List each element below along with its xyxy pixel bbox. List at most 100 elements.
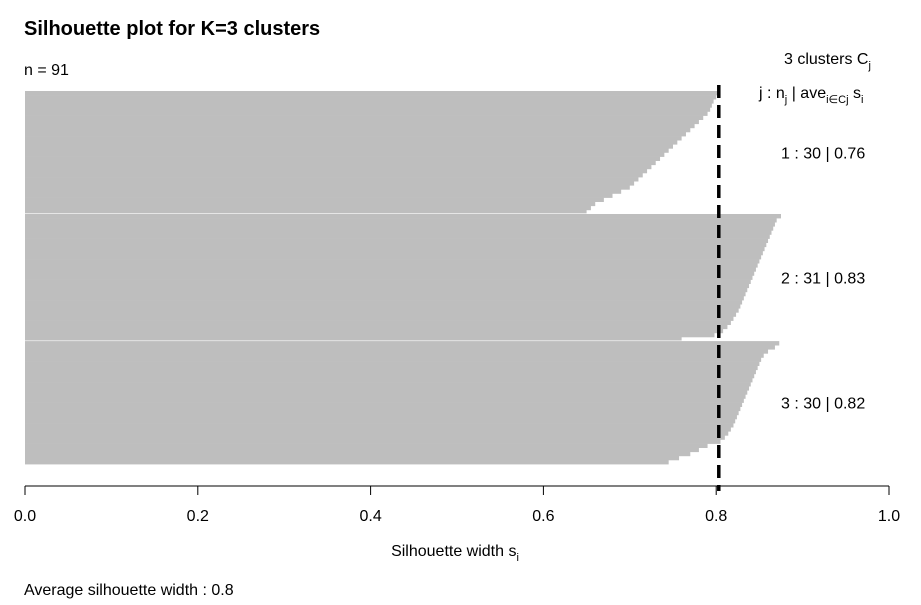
silhouette-bar-c1-27: [25, 197, 604, 202]
silhouette-bar-c3-19: [25, 414, 737, 420]
silhouette-bar-c1-2: [25, 95, 717, 100]
silhouette-bar-c3-30: [25, 460, 669, 465]
average-silhouette-width: Average silhouette width : 0.8: [24, 582, 234, 599]
silhouette-bar-c3-15: [25, 398, 744, 403]
silhouette-bar-c3-24: [25, 435, 725, 440]
legend: 3 clusters Cj j : nj | avei∈Cj si 1 : 30…: [758, 51, 871, 413]
x-tick-label: 0.8: [705, 508, 727, 525]
silhouette-bar-c2-15: [25, 271, 755, 276]
silhouette-bar-c3-18: [25, 410, 739, 416]
silhouette-bar-c2-4: [25, 226, 774, 231]
silhouette-bar-c1-4: [25, 103, 712, 108]
silhouette-bar-c2-24: [25, 308, 739, 313]
silhouette-bar-c1-20: [25, 168, 648, 174]
silhouette-bar-c1-13: [25, 140, 678, 145]
silhouette-bar-c1-8: [25, 119, 699, 125]
silhouette-bar-c3-28: [25, 451, 691, 457]
silhouette-bar-c3-11: [25, 382, 751, 387]
x-tick-label: 1.0: [878, 508, 900, 525]
silhouette-bar-c2-28: [25, 324, 728, 330]
silhouette-bar-c1-15: [25, 148, 669, 153]
silhouette-bar-c3-2: [25, 345, 775, 350]
silhouette-bar-c1-3: [25, 99, 714, 104]
x-tick-label: 0.6: [532, 508, 554, 525]
x-tick-label: 0.4: [359, 508, 381, 525]
silhouette-bar-c1-7: [25, 115, 704, 120]
silhouette-bar-c2-20: [25, 291, 746, 297]
silhouette-bar-c2-17: [25, 279, 751, 284]
bars-layer: [25, 91, 803, 465]
silhouette-bar-c2-26: [25, 316, 734, 321]
silhouette-bar-c2-1: [25, 214, 781, 219]
silhouette-bar-c3-7: [25, 365, 758, 371]
silhouette-bar-c3-22: [25, 427, 731, 432]
silhouette-bar-c2-29: [25, 328, 724, 334]
silhouette-bar-c3-3: [25, 349, 769, 354]
silhouette-bar-c3-16: [25, 402, 743, 407]
silhouette-bar-c1-5: [25, 107, 711, 112]
silhouette-bar-c1-21: [25, 173, 643, 178]
silhouette-bar-c2-27: [25, 320, 731, 325]
silhouette-bar-c2-3: [25, 222, 775, 227]
silhouette-bar-c1-18: [25, 160, 656, 166]
silhouette-bar-c1-14: [25, 144, 673, 149]
silhouette-bar-c3-23: [25, 431, 729, 436]
silhouette-bar-c1-25: [25, 189, 622, 194]
silhouette-bar-c1-12: [25, 136, 682, 141]
silhouette-bar-c1-17: [25, 156, 661, 161]
silhouette-bar-c1-22: [25, 177, 639, 182]
silhouette-bar-c1-10: [25, 127, 691, 133]
chart-title: Silhouette plot for K=3 clusters: [24, 18, 321, 40]
silhouette-bar-c2-22: [25, 300, 743, 305]
silhouette-bar-c3-1: [25, 341, 780, 346]
silhouette-bar-c2-6: [25, 234, 770, 239]
cluster-label-3: 3 : 30 | 0.82: [781, 396, 865, 413]
silhouette-bar-c1-24: [25, 185, 630, 190]
silhouette-bar-c3-12: [25, 386, 750, 391]
legend-header: j : nj | avei∈Cj si: [758, 85, 863, 106]
silhouette-bar-c3-4: [25, 353, 764, 358]
silhouette-bar-c2-25: [25, 312, 737, 317]
silhouette-bar-c2-10: [25, 250, 763, 256]
silhouette-bar-c2-9: [25, 246, 765, 252]
silhouette-bar-c3-8: [25, 369, 756, 375]
silhouette-bar-c3-25: [25, 439, 721, 444]
silhouette-bar-c3-13: [25, 390, 748, 395]
silhouette-bar-c1-9: [25, 123, 695, 129]
silhouette-bar-c2-11: [25, 255, 762, 260]
silhouette-bar-c1-29: [25, 205, 591, 211]
silhouette-bar-c2-14: [25, 267, 756, 272]
cluster-label-2: 2 : 31 | 0.83: [781, 271, 865, 288]
silhouette-bar-c3-21: [25, 423, 734, 428]
silhouette-bar-c1-16: [25, 152, 665, 157]
legend-title: 3 clusters Cj: [784, 51, 871, 72]
silhouette-bar-c2-7: [25, 238, 769, 243]
x-tick-label: 0.2: [187, 508, 209, 525]
silhouette-bar-c3-6: [25, 361, 760, 366]
silhouette-bar-c1-1: [25, 91, 721, 96]
silhouette-bar-c3-20: [25, 419, 736, 424]
x-axis-label: Silhouette width si: [391, 543, 519, 564]
silhouette-bar-c2-18: [25, 283, 750, 289]
silhouette-bar-c2-13: [25, 263, 758, 268]
silhouette-bar-c1-23: [25, 181, 635, 186]
silhouette-bar-c3-10: [25, 378, 753, 383]
silhouette-bar-c2-2: [25, 218, 777, 223]
silhouette-bar-c3-17: [25, 406, 741, 412]
silhouette-bar-c2-31: [25, 337, 682, 342]
silhouette-bar-c1-11: [25, 132, 686, 137]
silhouette-bar-c2-19: [25, 287, 748, 293]
silhouette-bar-c2-12: [25, 259, 760, 264]
silhouette-bar-c3-5: [25, 357, 762, 362]
silhouette-bar-c3-26: [25, 443, 708, 448]
silhouette-bar-c3-29: [25, 455, 680, 461]
n-label: n = 91: [24, 62, 69, 79]
silhouette-bar-c2-5: [25, 230, 772, 235]
silhouette-bar-c1-19: [25, 164, 652, 170]
silhouette-bar-c1-26: [25, 193, 613, 198]
x-tick-label: 0.0: [14, 508, 36, 525]
silhouette-bar-c1-30: [25, 209, 587, 215]
silhouette-bar-c2-16: [25, 275, 753, 280]
silhouette-bar-c2-8: [25, 242, 767, 248]
